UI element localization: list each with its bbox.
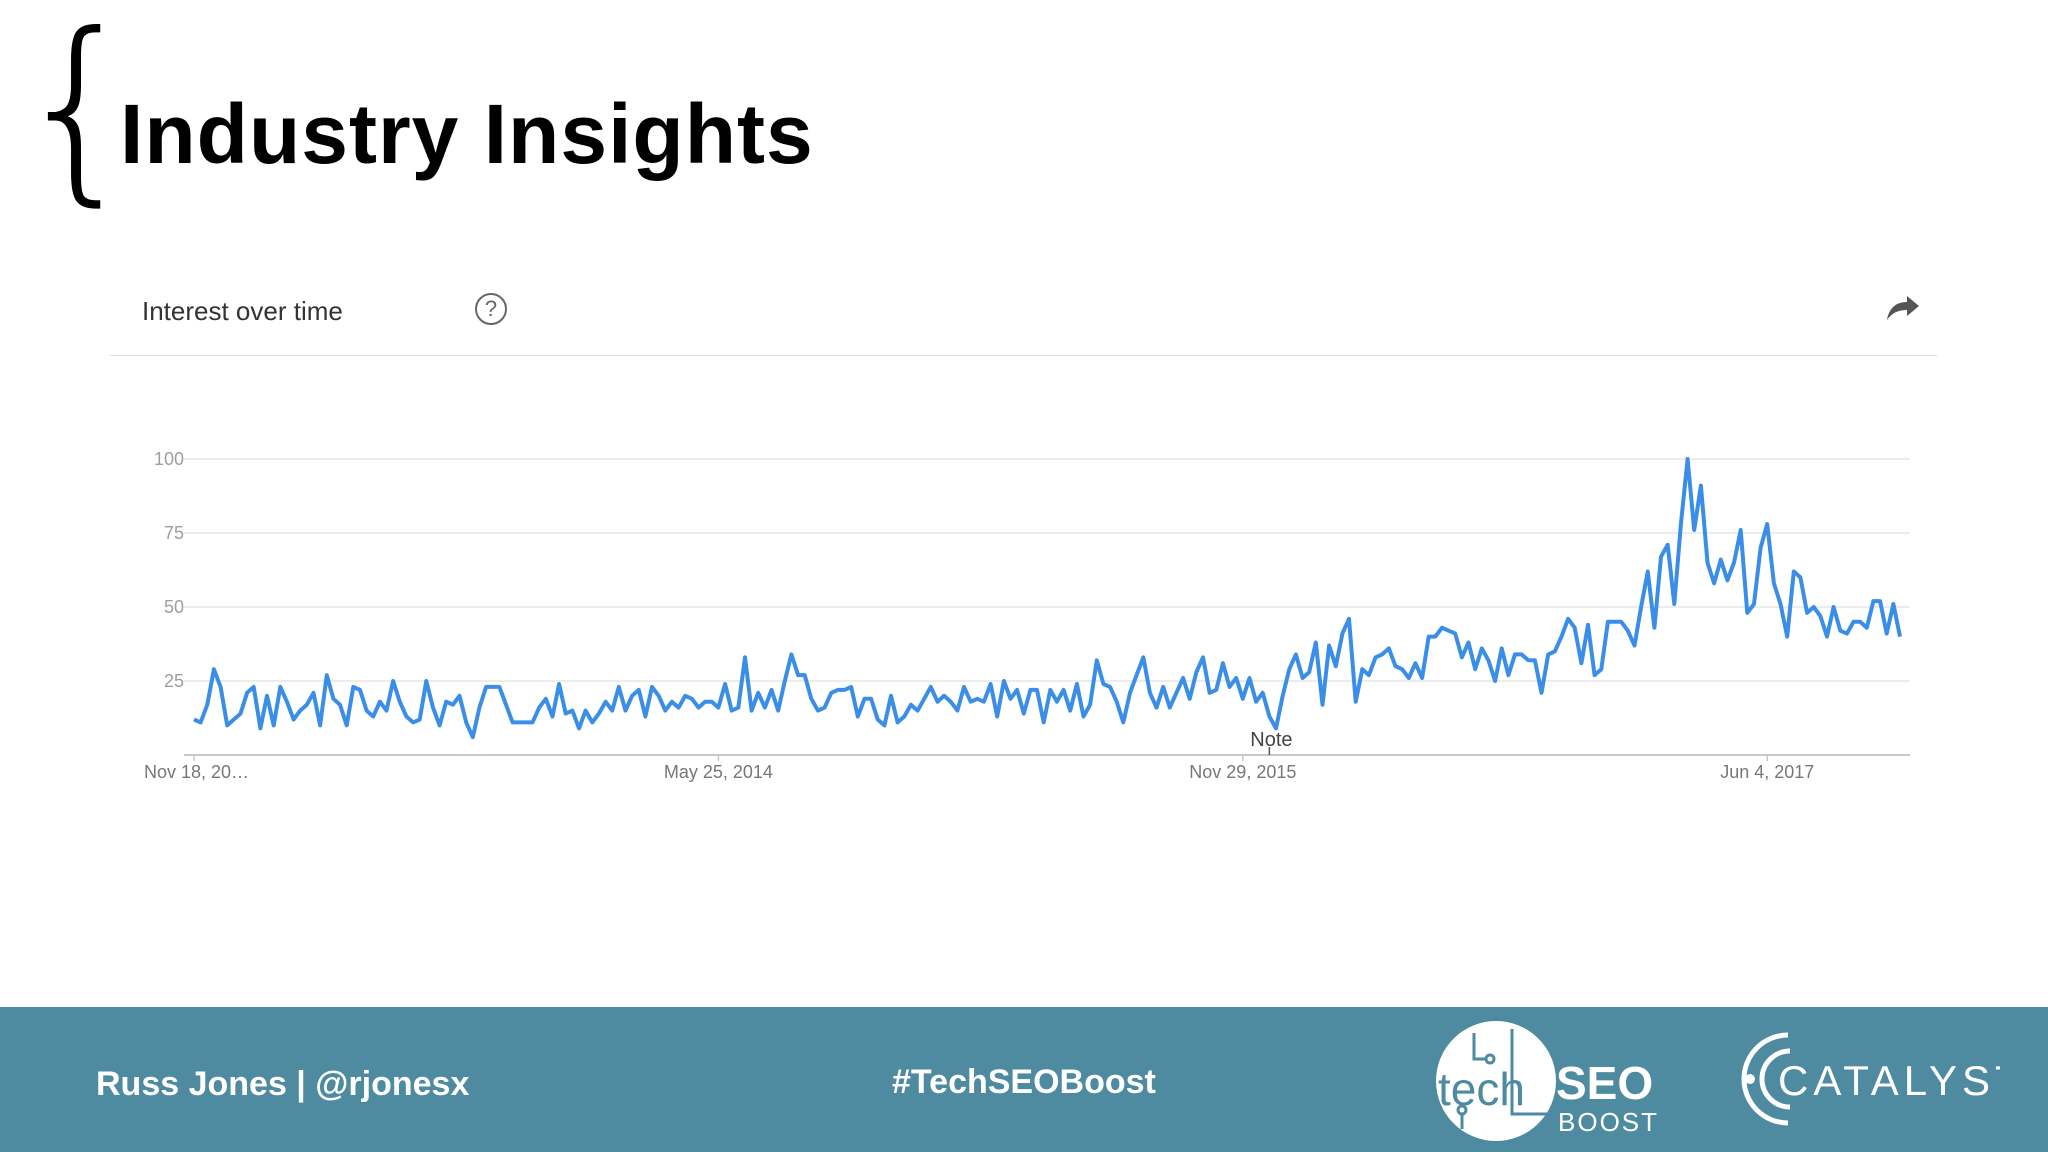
logo-word-tech: tech <box>1438 1063 1525 1115</box>
interest-panel-header: Interest over time ? <box>110 280 1937 356</box>
series-line <box>193 457 1902 740</box>
x-tick-label: Nov 29, 2015 <box>1189 762 1296 782</box>
annotation-label: Note <box>1250 729 1292 751</box>
tech-seo-boost-logo: tech SEO BOOST <box>1436 1021 1659 1141</box>
interest-over-time-chart: 25 50 75 100 Nov 18, 20… May 25, 2014 Nov 29, … <box>144 449 1910 782</box>
event-hashtag: #TechSEOBoost <box>892 1063 1156 1101</box>
question-circle-icon[interactable]: ? <box>475 293 507 325</box>
brace-decoration: { <box>14 0 142 224</box>
catalyst-logo: CATALYST <box>1741 1032 2000 1126</box>
y-tick-label: 50 <box>164 597 184 617</box>
logo-word-catalyst: CATALYST <box>1778 1057 2000 1104</box>
logo-word-seo: SEO <box>1556 1057 1653 1109</box>
y-tick-label: 100 <box>154 449 184 469</box>
y-tick-label: 25 <box>164 671 184 691</box>
logo-word-boost: BOOST <box>1558 1107 1659 1137</box>
x-tick-label: Jun 4, 2017 <box>1720 762 1814 782</box>
y-tick-label: 75 <box>164 523 184 543</box>
share-arrow-icon[interactable] <box>1885 294 1921 324</box>
presenter-credit: Russ Jones | @rjonesx <box>96 1065 470 1103</box>
slide-title: Industry Insights <box>120 87 814 181</box>
panel-title: Interest over time <box>142 296 343 326</box>
x-tick-label: Nov 18, 20… <box>144 762 249 782</box>
footer-bar: Russ Jones | @rjonesx #TechSEOBoost tech… <box>0 1007 2048 1152</box>
x-tick-label: May 25, 2014 <box>664 762 773 782</box>
